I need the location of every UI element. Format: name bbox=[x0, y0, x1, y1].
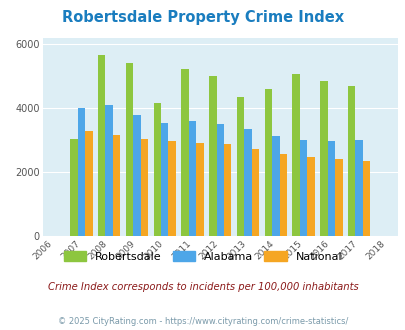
Bar bbox=[209, 76, 216, 236]
Bar bbox=[236, 97, 244, 236]
Bar bbox=[141, 139, 148, 236]
Bar bbox=[334, 159, 342, 236]
Bar bbox=[85, 131, 92, 236]
Text: Robertsdale Property Crime Index: Robertsdale Property Crime Index bbox=[62, 10, 343, 25]
Bar bbox=[299, 140, 307, 236]
Bar bbox=[279, 153, 286, 236]
Bar bbox=[181, 69, 188, 236]
Bar bbox=[216, 123, 224, 236]
Bar bbox=[292, 74, 299, 236]
Bar bbox=[77, 108, 85, 236]
Bar bbox=[133, 115, 141, 236]
Bar bbox=[264, 89, 271, 236]
Text: Crime Index corresponds to incidents per 100,000 inhabitants: Crime Index corresponds to incidents per… bbox=[47, 282, 358, 292]
Bar bbox=[354, 140, 362, 236]
Bar bbox=[362, 161, 369, 236]
Bar bbox=[251, 149, 259, 236]
Bar bbox=[98, 54, 105, 236]
Bar bbox=[153, 103, 161, 236]
Bar bbox=[161, 123, 168, 236]
Bar bbox=[113, 135, 120, 236]
Bar bbox=[327, 142, 334, 236]
Bar bbox=[168, 142, 175, 236]
Bar bbox=[244, 129, 251, 236]
Bar bbox=[307, 157, 314, 236]
Bar bbox=[70, 139, 77, 236]
Bar bbox=[347, 86, 354, 236]
Text: © 2025 CityRating.com - https://www.cityrating.com/crime-statistics/: © 2025 CityRating.com - https://www.city… bbox=[58, 317, 347, 326]
Bar bbox=[188, 121, 196, 236]
Bar bbox=[224, 144, 231, 236]
Bar bbox=[126, 63, 133, 236]
Bar bbox=[271, 136, 279, 236]
Legend: Robertsdale, Alabama, National: Robertsdale, Alabama, National bbox=[64, 251, 341, 262]
Bar bbox=[105, 105, 113, 236]
Bar bbox=[196, 143, 203, 236]
Bar bbox=[319, 81, 327, 236]
